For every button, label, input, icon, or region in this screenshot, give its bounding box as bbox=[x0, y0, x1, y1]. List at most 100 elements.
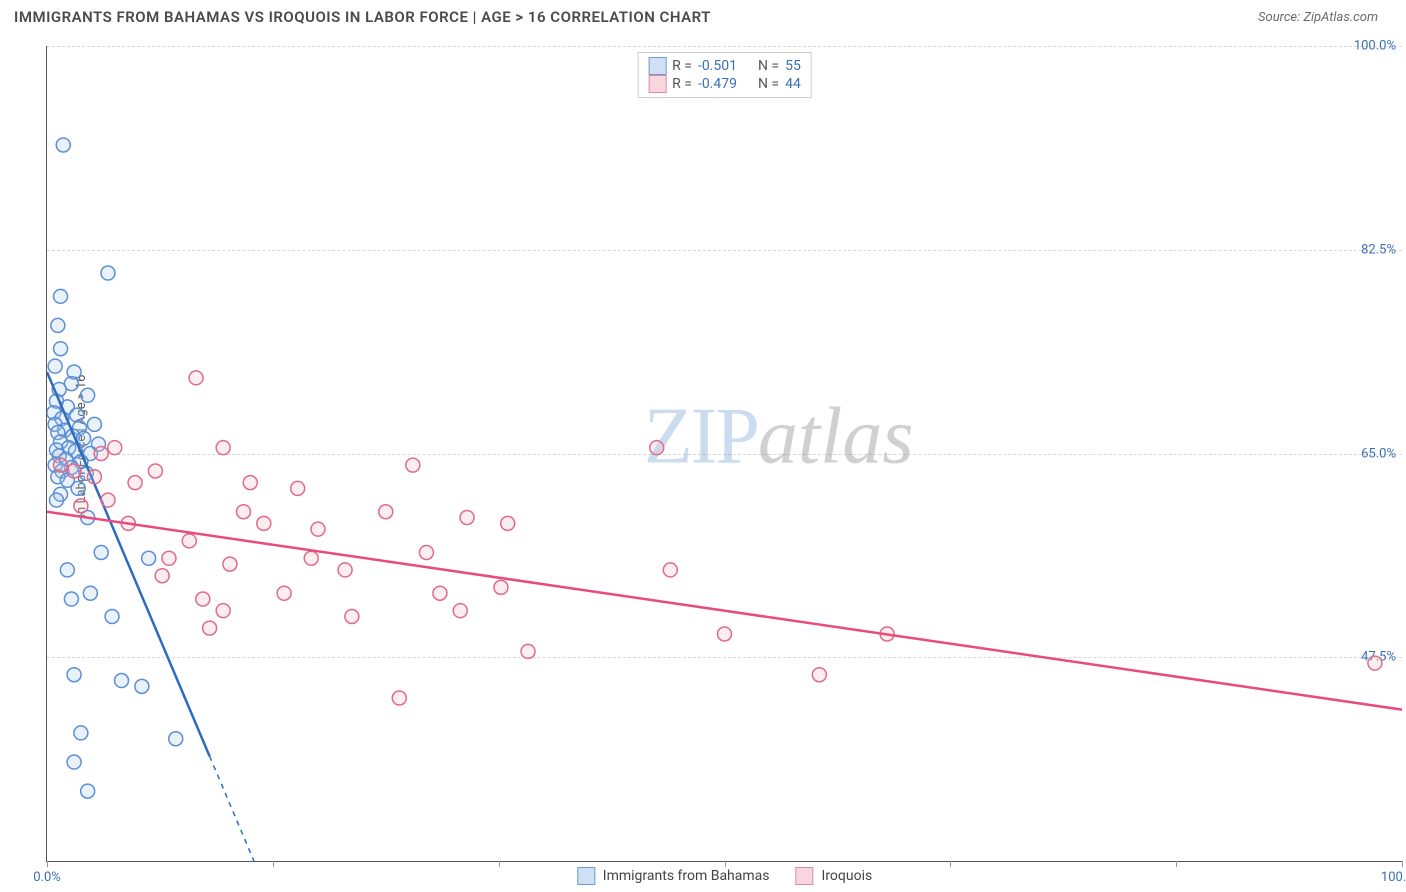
scatter-point bbox=[128, 476, 142, 490]
scatter-point bbox=[54, 342, 68, 356]
scatter-point bbox=[87, 470, 101, 484]
scatter-point bbox=[216, 441, 230, 455]
scatter-point bbox=[243, 476, 257, 490]
legend-label: Iroquois bbox=[822, 868, 873, 884]
r-value: -0.501 bbox=[698, 58, 752, 74]
scatter-point bbox=[304, 551, 318, 565]
legend-row: R = -0.501 N = 55 bbox=[648, 57, 801, 75]
scatter-point bbox=[142, 551, 156, 565]
scatter-point bbox=[433, 586, 447, 600]
legend-swatch-pink bbox=[648, 75, 666, 93]
trend-line-extension bbox=[210, 756, 264, 861]
scatter-point bbox=[521, 644, 535, 658]
scatter-point bbox=[189, 371, 203, 385]
x-tick bbox=[499, 861, 500, 867]
legend-swatch-pink bbox=[796, 867, 814, 885]
scatter-point bbox=[392, 691, 406, 705]
legend-item: Iroquois bbox=[796, 867, 873, 885]
scatter-point bbox=[94, 447, 108, 461]
scatter-point bbox=[67, 755, 81, 769]
n-value: 55 bbox=[785, 58, 801, 74]
trend-line bbox=[47, 512, 1402, 710]
scatter-point bbox=[64, 592, 78, 606]
source-attribution: Source: ZipAtlas.com bbox=[1258, 10, 1378, 25]
scatter-point bbox=[236, 505, 250, 519]
scatter-point bbox=[460, 511, 474, 525]
scatter-point bbox=[196, 592, 210, 606]
n-value: 44 bbox=[785, 76, 801, 92]
n-label: N = bbox=[758, 58, 779, 74]
scatter-point bbox=[54, 458, 68, 472]
scatter-point bbox=[311, 522, 325, 536]
r-label: R = bbox=[672, 58, 692, 74]
scatter-point bbox=[49, 493, 63, 507]
scatter-point bbox=[162, 551, 176, 565]
series-legend: Immigrants from Bahamas Iroquois bbox=[577, 867, 872, 885]
scatter-point bbox=[338, 563, 352, 577]
x-tick bbox=[950, 861, 951, 867]
scatter-point bbox=[216, 604, 230, 618]
scatter-point bbox=[81, 784, 95, 798]
scatter-point bbox=[406, 458, 420, 472]
legend-row: R = -0.479 N = 44 bbox=[648, 75, 801, 93]
scatter-point bbox=[81, 388, 95, 402]
scatter-point bbox=[77, 431, 91, 445]
scatter-point bbox=[182, 534, 196, 548]
scatter-point bbox=[101, 266, 115, 280]
scatter-point bbox=[60, 563, 74, 577]
scatter-point bbox=[223, 557, 237, 571]
scatter-point bbox=[501, 516, 515, 530]
x-tick-label: 100.0% bbox=[1381, 870, 1406, 885]
scatter-point bbox=[650, 441, 664, 455]
scatter-point bbox=[70, 408, 84, 422]
x-tick bbox=[273, 861, 274, 867]
scatter-point bbox=[71, 481, 85, 495]
scatter-point bbox=[453, 604, 467, 618]
scatter-plot-svg bbox=[47, 46, 1402, 861]
scatter-point bbox=[56, 138, 70, 152]
scatter-point bbox=[94, 545, 108, 559]
scatter-point bbox=[291, 481, 305, 495]
scatter-point bbox=[203, 621, 217, 635]
scatter-point bbox=[812, 668, 826, 682]
scatter-point bbox=[257, 516, 271, 530]
legend-label: Immigrants from Bahamas bbox=[603, 868, 770, 884]
scatter-point bbox=[101, 493, 115, 507]
scatter-point bbox=[148, 464, 162, 478]
legend-swatch-blue bbox=[577, 867, 595, 885]
scatter-point bbox=[108, 441, 122, 455]
r-label: R = bbox=[672, 76, 692, 92]
chart-plot-area: ZIPatlas R = -0.501 N = 55 R = -0.479 N … bbox=[46, 46, 1402, 862]
scatter-point bbox=[105, 610, 119, 624]
legend-item: Immigrants from Bahamas bbox=[577, 867, 770, 885]
x-tick-label: 0.0% bbox=[33, 870, 61, 885]
x-tick bbox=[725, 861, 726, 867]
scatter-point bbox=[379, 505, 393, 519]
scatter-point bbox=[718, 627, 732, 641]
n-label: N = bbox=[758, 76, 779, 92]
source-prefix: Source: bbox=[1258, 10, 1303, 25]
scatter-point bbox=[663, 563, 677, 577]
scatter-point bbox=[48, 359, 62, 373]
scatter-point bbox=[51, 318, 65, 332]
scatter-point bbox=[74, 726, 88, 740]
scatter-point bbox=[169, 732, 183, 746]
x-tick bbox=[1176, 861, 1177, 867]
scatter-point bbox=[419, 545, 433, 559]
scatter-point bbox=[494, 580, 508, 594]
scatter-point bbox=[74, 499, 88, 513]
legend-swatch-blue bbox=[648, 57, 666, 75]
x-tick bbox=[1402, 861, 1403, 867]
scatter-point bbox=[54, 289, 68, 303]
r-value: -0.479 bbox=[698, 76, 752, 92]
scatter-point bbox=[67, 464, 81, 478]
scatter-point bbox=[155, 569, 169, 583]
scatter-point bbox=[345, 610, 359, 624]
scatter-point bbox=[87, 417, 101, 431]
scatter-point bbox=[83, 586, 97, 600]
scatter-point bbox=[67, 668, 81, 682]
scatter-point bbox=[277, 586, 291, 600]
scatter-point bbox=[135, 679, 149, 693]
correlation-legend: R = -0.501 N = 55 R = -0.479 N = 44 bbox=[637, 52, 812, 98]
x-tick bbox=[47, 861, 48, 867]
